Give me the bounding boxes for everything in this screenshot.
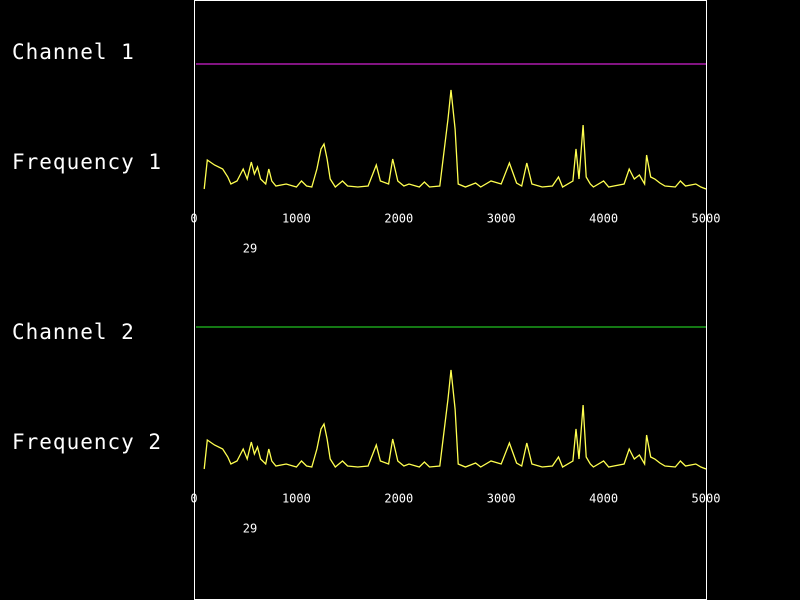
spectrum-trace xyxy=(203,369,707,470)
marker-value: 29 xyxy=(243,522,257,536)
frequency-label: Frequency 1 xyxy=(12,150,162,174)
x-tick-label: 5000 xyxy=(692,492,721,506)
x-tick-label: 4000 xyxy=(589,492,618,506)
spectrum-trace xyxy=(203,89,707,190)
x-tick-label: 4000 xyxy=(589,212,618,226)
x-tick-label: 1000 xyxy=(282,492,311,506)
x-tick-label: 3000 xyxy=(487,492,516,506)
channel-label: Channel 2 xyxy=(12,320,135,344)
channel-label: Channel 1 xyxy=(12,40,135,64)
x-tick-label: 1000 xyxy=(282,212,311,226)
x-tick-label: 2000 xyxy=(384,212,413,226)
marker-value: 29 xyxy=(243,242,257,256)
x-tick-label: 0 xyxy=(190,212,197,226)
x-tick-label: 5000 xyxy=(692,212,721,226)
x-tick-label: 0 xyxy=(190,492,197,506)
x-tick-label: 3000 xyxy=(487,212,516,226)
x-tick-label: 2000 xyxy=(384,492,413,506)
frequency-label: Frequency 2 xyxy=(12,430,162,454)
